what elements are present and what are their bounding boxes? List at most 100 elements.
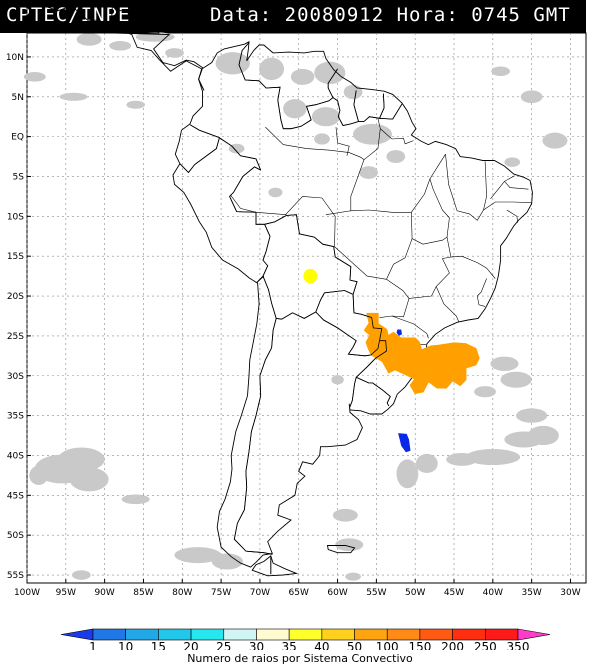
legend-swatch — [256, 628, 290, 641]
cloud-patch — [259, 57, 285, 81]
cloud-patch — [121, 494, 150, 505]
lon-label: 55W — [366, 588, 386, 598]
country-border-overlay — [327, 68, 338, 98]
legend-value-label: 40 — [314, 640, 329, 650]
legend-swatch — [288, 628, 323, 641]
legend-value-label: 15 — [151, 640, 166, 650]
country-border-overlay — [179, 137, 220, 174]
legend-swatch — [125, 628, 159, 641]
lon-label: 85W — [133, 588, 153, 598]
state-border — [391, 315, 429, 339]
legend-value-label: 100 — [376, 640, 399, 650]
lon-label: 50W — [405, 588, 425, 598]
legend-value-label: 20 — [183, 640, 198, 650]
cloud-patch — [446, 453, 478, 466]
lat-label: 10S — [7, 212, 24, 222]
cloud-patch — [126, 100, 146, 109]
state-border — [445, 154, 487, 221]
cloud-patch — [465, 449, 521, 466]
legend-value-label: 350 — [507, 640, 530, 650]
coastline — [26, 0, 533, 568]
country-border-overlay — [238, 42, 284, 129]
state-border — [335, 127, 350, 156]
lat-label: 55S — [7, 571, 24, 581]
state-border — [483, 201, 532, 211]
state-border — [506, 209, 518, 223]
storm-system-orange — [363, 312, 480, 395]
cloud-patch — [335, 538, 364, 552]
lon-label: 40W — [483, 588, 503, 598]
falkland-islands — [326, 545, 356, 554]
color-legend: 1 10 15 20 25 30 35 40 50 100 150 200 250 350 — [60, 628, 551, 650]
lon-label: 75W — [211, 588, 231, 598]
lat-label: 10N — [6, 53, 24, 63]
legend-swatch — [223, 628, 257, 641]
country-border-overlay — [233, 318, 277, 555]
lon-label: 30W — [560, 588, 580, 598]
country-border-overlay — [189, 124, 262, 171]
lat-label: 25S — [7, 332, 24, 342]
cloud-patch — [527, 425, 559, 446]
lon-label: 35W — [521, 588, 541, 598]
cloud-patch — [490, 356, 519, 371]
legend-swatch — [419, 628, 453, 641]
lon-label: 65W — [289, 588, 309, 598]
storm-system-blue-small — [396, 329, 402, 336]
lat-label: 45S — [7, 491, 24, 501]
legend-caption: Numero de raios por Sistema Convectivo — [187, 652, 413, 665]
lon-label: 100W — [14, 588, 40, 598]
cloud-patch — [516, 408, 548, 423]
country-border-overlay — [379, 103, 403, 120]
country-border-overlay — [356, 376, 391, 407]
cloud-patch — [504, 157, 521, 167]
cloud-patch — [283, 99, 307, 119]
country-border-overlay — [349, 340, 387, 407]
state-border — [230, 194, 287, 215]
cloud-patch — [314, 61, 346, 85]
country-border-overlay — [262, 275, 354, 320]
country-border-overlay — [353, 90, 359, 122]
country-border-overlay — [229, 166, 271, 283]
state-border — [446, 237, 496, 279]
cloud-patch — [165, 48, 184, 58]
cloud-patch — [23, 72, 46, 82]
cloud-patch — [174, 547, 222, 564]
cloud-patch — [474, 386, 496, 398]
state-border — [477, 278, 487, 297]
cloud-patch — [311, 107, 340, 127]
legend-value-label: 10 — [118, 640, 133, 650]
state-border — [265, 126, 365, 215]
legend-value-label: 1 — [89, 640, 97, 650]
lon-label: 90W — [94, 588, 114, 598]
legend-value-label: 35 — [282, 640, 297, 650]
lat-label: 15S — [7, 252, 24, 262]
cloud-patch — [542, 132, 568, 149]
country-border-overlay — [264, 214, 358, 295]
cloud-patch — [332, 508, 358, 522]
cloud-patch — [396, 459, 419, 489]
map-frame — [26, 32, 587, 584]
legend-swatch — [452, 628, 486, 641]
datetime-label: Data: 20080912 Hora: 0745 GMT — [210, 4, 571, 26]
lat-label: 30S — [7, 372, 24, 382]
tierra-del-fuego-coast — [251, 555, 299, 577]
legend-swatch — [190, 628, 225, 641]
lon-label: 95W — [56, 588, 76, 598]
lat-label: 50S — [7, 531, 24, 541]
cloud-cover — [23, 32, 568, 581]
country-border-overlay — [332, 97, 364, 126]
lon-label: 60W — [327, 588, 347, 598]
legend-value-label: 200 — [441, 640, 464, 650]
country-border-overlay — [283, 97, 334, 130]
cloud-patch — [491, 66, 510, 77]
cloud-patch — [211, 553, 243, 570]
legend-value-label: 250 — [474, 640, 497, 650]
legend-value-label: 50 — [347, 640, 362, 650]
cloud-patch — [29, 465, 49, 485]
cloud-patch — [331, 374, 344, 385]
state-border — [386, 238, 413, 280]
legend-swatch — [485, 628, 519, 641]
cloud-patch — [520, 90, 543, 104]
storm-system-yellow — [303, 268, 318, 284]
lat-label: 5N — [12, 93, 24, 103]
